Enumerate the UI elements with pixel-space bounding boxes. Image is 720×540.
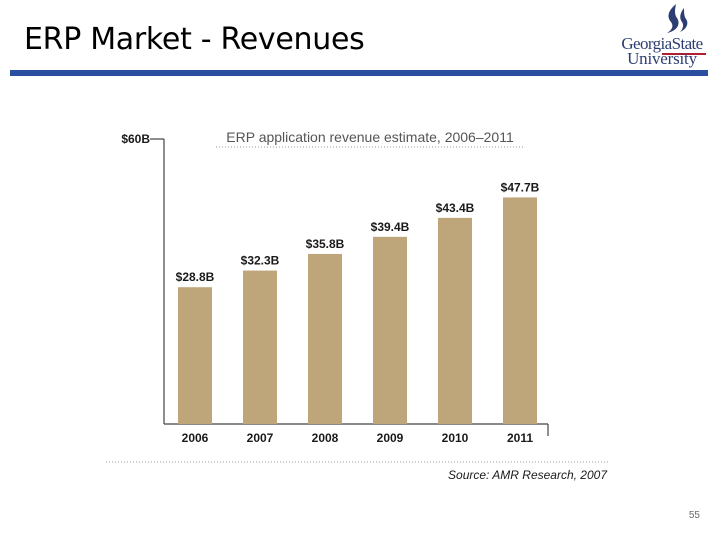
x-axis-tick-label-2011: 2011 (507, 431, 533, 445)
chart-title: ERP application revenue estimate, 2006–2… (226, 129, 514, 145)
logo-text-line1: GeorgiaState (621, 34, 703, 53)
slide-title: ERP Market - Revenues (24, 22, 365, 57)
page-number: 55 (688, 510, 700, 521)
bar-2008 (308, 253, 342, 424)
x-axis-tick-label-2010: 2010 (442, 431, 469, 445)
bar-value-label-2010: $43.4B (436, 201, 475, 215)
bar-2007 (243, 270, 277, 424)
title-rule (10, 70, 708, 76)
bar-2011 (503, 197, 537, 424)
x-axis-tick-label-2006: 2006 (182, 431, 209, 445)
y-axis-tick-label: $60B (121, 132, 150, 146)
bar-value-label-2007: $32.3B (241, 254, 280, 268)
logo-text-line2: University (627, 49, 697, 68)
bar-value-label-2011: $47.7B (501, 180, 540, 194)
bar-2006 (178, 287, 212, 424)
bar-2009 (373, 236, 407, 424)
university-logo: GeorgiaState University (614, 2, 710, 68)
logo-rule (662, 53, 706, 55)
bar-value-label-2008: $35.8B (306, 237, 345, 251)
flame-icon (667, 4, 688, 33)
bar-value-label-2009: $39.4B (371, 220, 410, 234)
x-axis-tick-label-2007: 2007 (247, 431, 274, 445)
x-axis-tick-label-2008: 2008 (312, 431, 339, 445)
chart-source: Source: AMR Research, 2007 (448, 468, 608, 482)
bar-2010 (438, 217, 472, 424)
x-axis-tick-label-2009: 2009 (377, 431, 404, 445)
bar-value-label-2006: $28.8B (176, 270, 215, 284)
bars-group: $28.8B 2006 $32.3B 2007 $35.8B 2008 $39.4B 2009… (176, 180, 540, 445)
